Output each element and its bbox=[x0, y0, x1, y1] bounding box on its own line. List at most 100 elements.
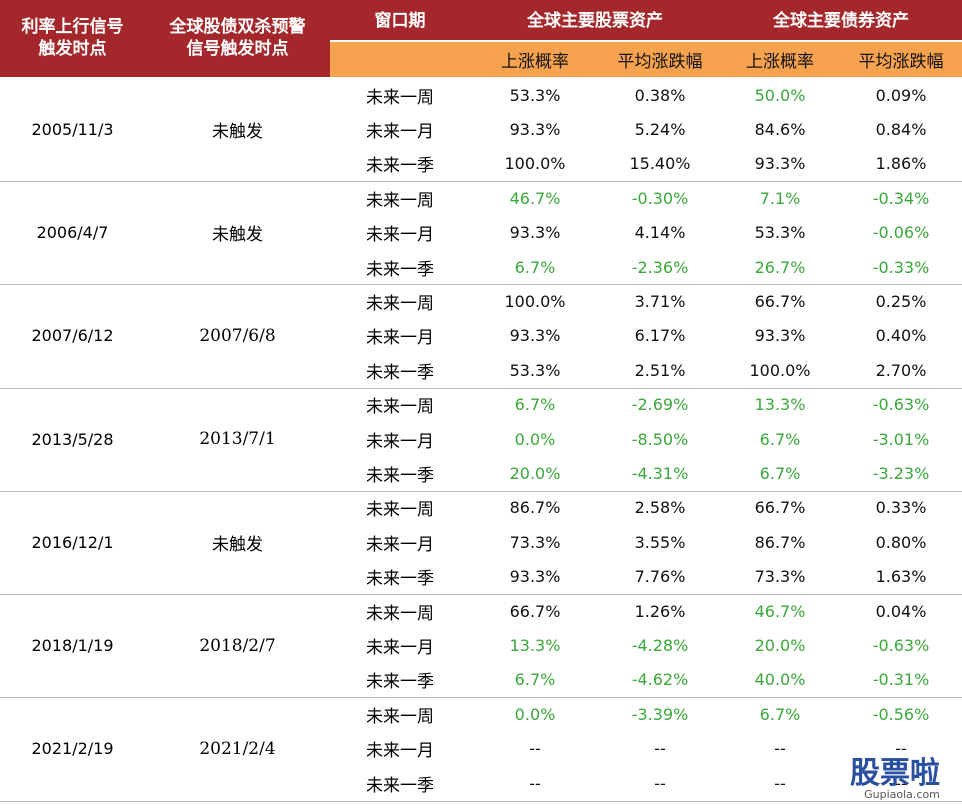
header-group: 全球主要债券资产 bbox=[773, 11, 909, 31]
signal-cell: 未触发 bbox=[212, 122, 263, 143]
value-cell: -- bbox=[529, 773, 541, 793]
group-separator bbox=[0, 387, 962, 389]
signal-cell: 2018/2/7 bbox=[199, 635, 276, 656]
group-separator bbox=[0, 594, 962, 595]
value-cell: 66.7% bbox=[754, 292, 806, 312]
date-cell: 2018/1/19 bbox=[31, 636, 114, 656]
value-cell: 6.7% bbox=[759, 429, 801, 449]
value-cell: 50.0% bbox=[754, 85, 806, 105]
value-cell: -- bbox=[529, 739, 541, 759]
value-cell: 5.24% bbox=[634, 120, 686, 140]
watermark-url: Gupiaola.com bbox=[864, 788, 940, 801]
value-cell: -0.33% bbox=[872, 257, 930, 277]
window-cell: 未来一周 bbox=[366, 87, 434, 108]
group-separator bbox=[0, 181, 962, 183]
value-cell: 6.7% bbox=[759, 464, 801, 484]
value-cell: 0.33% bbox=[875, 498, 927, 518]
value-cell: 1.26% bbox=[634, 601, 686, 621]
value-cell: 100.0% bbox=[504, 292, 566, 312]
window-cell: 未来一月 bbox=[366, 122, 434, 143]
window-cell: 未来一月 bbox=[366, 638, 434, 659]
date-cell: 2013/5/28 bbox=[31, 429, 114, 449]
subheader-cell: 平均涨跌幅 bbox=[858, 52, 944, 72]
header-cell: 利率上行信号 触发时点 bbox=[0, 4, 145, 72]
value-cell: 73.3% bbox=[754, 567, 806, 587]
window-cell: 未来一月 bbox=[366, 431, 434, 452]
header-cell: 全球股债双杀预警 信号触发时点 bbox=[145, 4, 330, 72]
value-cell: 13.3% bbox=[509, 636, 561, 656]
value-cell: 0.84% bbox=[875, 120, 927, 140]
value-cell: -- bbox=[654, 773, 666, 793]
value-cell: 0.80% bbox=[875, 532, 927, 552]
signal-cell: 未触发 bbox=[212, 225, 263, 246]
value-cell: 53.3% bbox=[509, 360, 561, 380]
value-cell: 4.14% bbox=[634, 223, 686, 243]
value-cell: 86.7% bbox=[509, 498, 561, 518]
header-bg bbox=[0, 0, 962, 40]
value-cell: 0.09% bbox=[875, 85, 927, 105]
value-cell: 93.3% bbox=[509, 223, 561, 243]
value-cell: 6.17% bbox=[634, 326, 686, 346]
value-cell: -- bbox=[895, 739, 907, 759]
window-cell: 未来一周 bbox=[366, 397, 434, 418]
value-cell: 6.7% bbox=[514, 670, 556, 690]
header-bg bbox=[0, 40, 330, 77]
window-cell: 未来一月 bbox=[366, 534, 434, 555]
value-cell: -- bbox=[774, 739, 786, 759]
signal-cell: 未触发 bbox=[212, 534, 263, 555]
value-cell: 93.3% bbox=[754, 154, 806, 174]
window-cell: 未来一月 bbox=[366, 328, 434, 349]
value-cell: 20.0% bbox=[754, 636, 806, 656]
subheader-cell: 上涨概率 bbox=[501, 52, 569, 72]
value-cell: 93.3% bbox=[509, 326, 561, 346]
value-cell: 93.3% bbox=[754, 326, 806, 346]
window-cell: 未来一周 bbox=[366, 603, 434, 624]
window-cell: 未来一季 bbox=[366, 775, 434, 796]
window-cell: 未来一月 bbox=[366, 225, 434, 246]
signal-cell: 2013/7/1 bbox=[199, 429, 276, 450]
header-line: 信号触发时点 bbox=[186, 39, 289, 59]
window-cell: 未来一周 bbox=[366, 500, 434, 521]
value-cell: -4.28% bbox=[631, 636, 689, 656]
value-cell: 0.0% bbox=[514, 429, 556, 449]
value-cell: 100.0% bbox=[749, 360, 811, 380]
window-cell: 未来一季 bbox=[366, 362, 434, 383]
value-cell: 20.0% bbox=[509, 464, 561, 484]
group-separator bbox=[0, 697, 962, 699]
subheader-bg bbox=[330, 42, 962, 77]
window-cell: 未来一周 bbox=[366, 706, 434, 727]
value-cell: 53.3% bbox=[509, 85, 561, 105]
value-cell: 1.63% bbox=[875, 567, 927, 587]
value-cell: -4.62% bbox=[631, 670, 689, 690]
value-cell: -2.36% bbox=[631, 257, 689, 277]
date-cell: 2005/11/3 bbox=[31, 120, 114, 140]
value-cell: -0.34% bbox=[872, 188, 930, 208]
value-cell: -0.06% bbox=[872, 223, 930, 243]
value-cell: 0.04% bbox=[875, 601, 927, 621]
signal-cell: 2007/6/8 bbox=[199, 325, 276, 346]
value-cell: 40.0% bbox=[754, 670, 806, 690]
value-cell: 1.86% bbox=[875, 154, 927, 174]
window-cell: 未来一季 bbox=[366, 569, 434, 590]
value-cell: 7.1% bbox=[759, 188, 801, 208]
value-cell: 0.38% bbox=[634, 85, 686, 105]
value-cell: 2.58% bbox=[634, 498, 686, 518]
header-line: 利率上行信号 bbox=[21, 17, 124, 37]
date-cell: 2007/6/12 bbox=[31, 326, 114, 346]
window-cell: 未来一季 bbox=[366, 672, 434, 693]
value-cell: -0.56% bbox=[872, 704, 930, 724]
value-cell: 93.3% bbox=[509, 120, 561, 140]
value-cell: -0.31% bbox=[872, 670, 930, 690]
value-cell: 100.0% bbox=[504, 154, 566, 174]
value-cell: 3.71% bbox=[634, 292, 686, 312]
bottom-border bbox=[0, 801, 962, 803]
value-cell: 66.7% bbox=[509, 601, 561, 621]
header-cell: 窗口期 bbox=[374, 11, 426, 31]
value-cell: 46.7% bbox=[509, 188, 561, 208]
watermark-logo: 股票啦 bbox=[850, 756, 940, 791]
value-cell: -- bbox=[895, 773, 907, 793]
value-cell: 0.25% bbox=[875, 292, 927, 312]
value-cell: 7.76% bbox=[634, 567, 686, 587]
window-cell: 未来一季 bbox=[366, 259, 434, 280]
